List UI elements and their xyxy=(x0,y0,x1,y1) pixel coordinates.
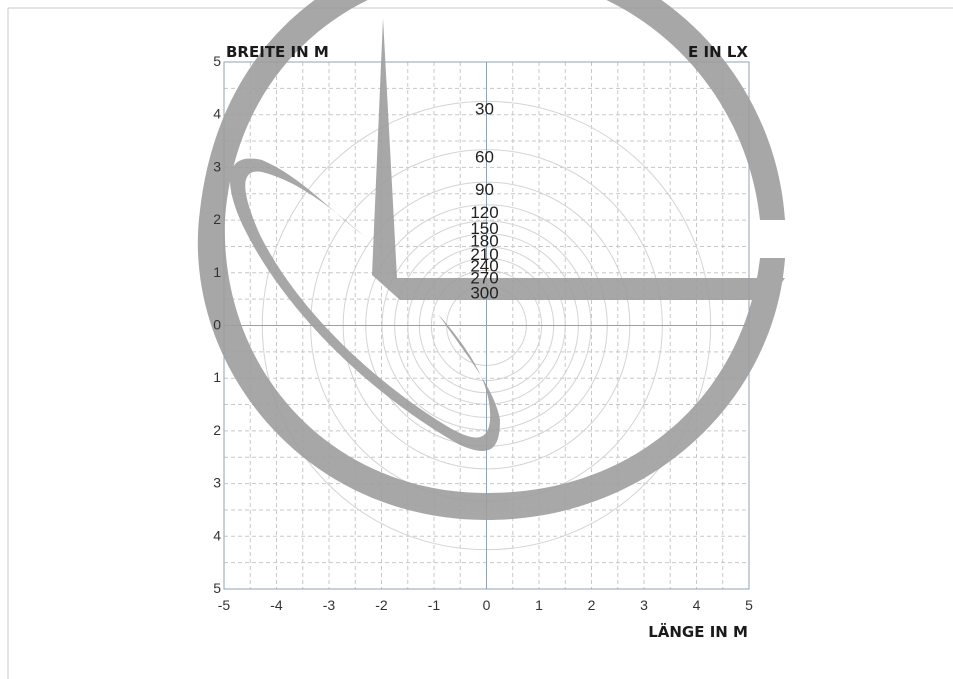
isolux-label: 30 xyxy=(475,99,494,118)
isolux-label: 60 xyxy=(475,148,494,167)
x-tick-label: -1 xyxy=(428,597,441,613)
y-tick-label: 2 xyxy=(213,211,221,227)
value-axis-title: E IN LX xyxy=(688,43,748,61)
x-tick-labels: -5 -4 -3 -2 -1 0 1 2 3 4 5 xyxy=(218,597,753,613)
y-tick-label: 1 xyxy=(213,369,221,385)
x-tick-label: 3 xyxy=(640,597,648,613)
isolux-label: 270 xyxy=(470,268,498,287)
x-tick-label: -4 xyxy=(270,597,283,613)
y-tick-label: 2 xyxy=(213,422,221,438)
isolux-label: 210 xyxy=(470,245,498,264)
x-tick-label: 5 xyxy=(745,597,753,613)
x-tick-label: 1 xyxy=(535,597,543,613)
x-axis-title: LÄNGE IN M xyxy=(648,622,748,641)
isolux-label: 180 xyxy=(470,232,498,251)
x-tick-label: 4 xyxy=(693,597,701,613)
y-tick-label: 3 xyxy=(213,158,221,174)
isolux-label: 150 xyxy=(470,219,498,238)
y-tick-label: 1 xyxy=(213,264,221,280)
isolux-label: 240 xyxy=(470,256,498,275)
y-tick-label: 3 xyxy=(213,475,221,491)
y-tick-label: 5 xyxy=(213,53,221,69)
y-tick-label: 4 xyxy=(213,527,221,543)
isolux-label: 90 xyxy=(475,180,494,199)
y-tick-label: 4 xyxy=(213,106,221,122)
y-tick-label: 0 xyxy=(213,317,221,333)
isolux-label: 300 xyxy=(470,284,498,303)
x-tick-label: -3 xyxy=(323,597,336,613)
x-tick-label: 2 xyxy=(588,597,596,613)
x-tick-label: -5 xyxy=(218,597,231,613)
x-tick-label: -2 xyxy=(375,597,388,613)
y-tick-labels: 5 4 3 2 1 0 1 2 3 4 5 xyxy=(213,53,221,596)
y-tick-label: 5 xyxy=(213,580,221,596)
watermark-logo xyxy=(197,0,810,520)
watermark-ring-patch xyxy=(750,226,810,254)
isolux-label: 120 xyxy=(470,203,498,222)
x-tick-label: 0 xyxy=(483,597,491,613)
y-axis-title: BREITE IN M xyxy=(226,43,329,61)
